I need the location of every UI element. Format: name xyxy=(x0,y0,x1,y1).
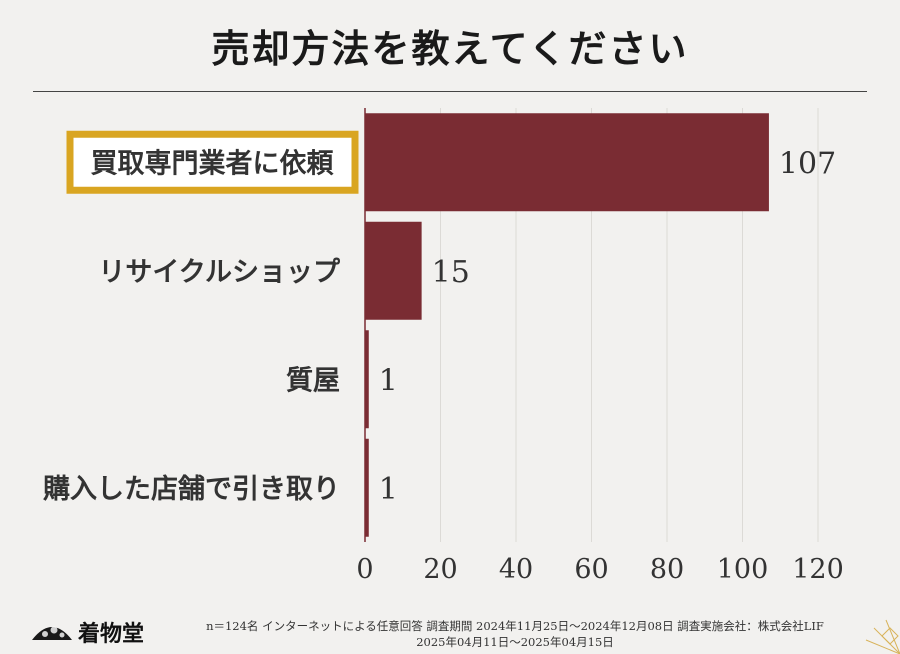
category-label: 購入した店舗で引き取り xyxy=(43,474,340,505)
bar xyxy=(365,438,369,537)
corner-ornament-icon xyxy=(865,619,900,654)
footnote-line-1: n＝124名 インターネットによる任意回答 調査期間 2024年11月25日～2… xyxy=(206,619,824,633)
category-label: 質屋 xyxy=(286,365,340,396)
brand-logo: 着物堂 xyxy=(30,616,180,647)
survey-footnote: n＝124名 インターネットによる任意回答 調査期間 2024年11月25日～2… xyxy=(170,618,860,650)
category-label: 買取専門業者に依頼 xyxy=(91,148,335,179)
bar xyxy=(365,113,769,212)
bar xyxy=(365,221,422,320)
fan-icon xyxy=(32,626,72,640)
title-divider xyxy=(33,91,867,92)
data-label: 107 xyxy=(779,146,836,181)
x-tick-label: 100 xyxy=(717,554,769,585)
brand-name: 着物堂 xyxy=(78,621,145,647)
data-label: 15 xyxy=(432,255,470,290)
x-tick-label: 40 xyxy=(499,554,533,585)
x-tick-label: 120 xyxy=(792,554,844,585)
x-tick-label: 0 xyxy=(356,554,373,585)
footnote-line-2: 2025年04月11日～2025年04月15日 xyxy=(416,635,614,649)
data-label: 1 xyxy=(379,363,398,398)
x-tick-label: 60 xyxy=(574,554,608,585)
x-tick-label: 20 xyxy=(423,554,457,585)
data-label: 1 xyxy=(379,472,398,507)
chart-title: 売却方法を教えてください xyxy=(211,26,689,71)
category-label: リサイクルショップ xyxy=(98,257,341,288)
bar xyxy=(365,330,369,429)
bar-chart: 0 20 40 60 80 100 120 107 買取専門業者に依頼 15 リサイクルショップ 1 質… xyxy=(43,108,844,585)
x-tick-label: 80 xyxy=(650,554,684,585)
highlight-box xyxy=(66,130,359,194)
